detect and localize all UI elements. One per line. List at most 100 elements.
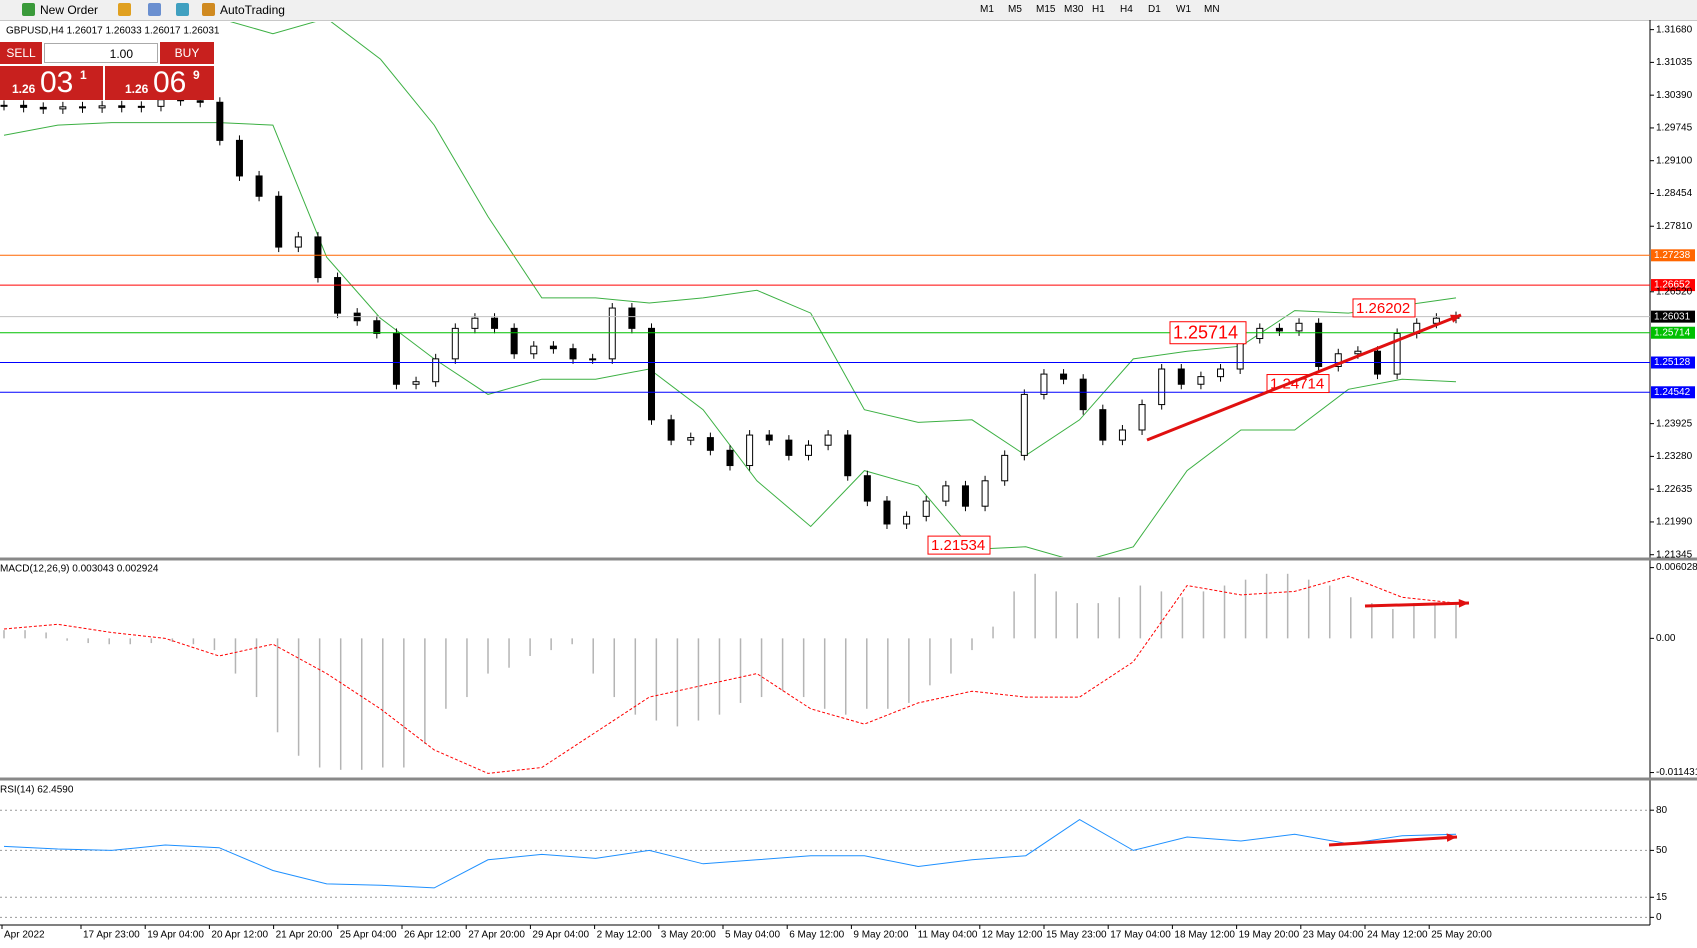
macd-bar: [1434, 603, 1436, 639]
macd-bar: [1328, 585, 1331, 639]
macd-bar: [108, 638, 110, 645]
icon: [22, 3, 35, 16]
annotation: 1.26202: [1356, 300, 1410, 317]
annotation-box: [1169, 321, 1247, 345]
macd-bar: [992, 626, 994, 639]
candle: [1020, 393, 1028, 456]
macd-bar: [1055, 591, 1057, 639]
candle: [1158, 368, 1166, 406]
new-order-button[interactable]: New Order: [40, 3, 99, 17]
candle: [1060, 373, 1068, 380]
candle: [1197, 376, 1205, 385]
candle: [392, 332, 400, 385]
candle: [903, 515, 911, 525]
x-tick-label: 17 Apr 23:00: [83, 930, 140, 941]
candle: [216, 101, 224, 141]
x-tick-label: 5 May 04:00: [725, 930, 780, 941]
candle: [491, 317, 499, 329]
y-tick-label: 1.29745: [1656, 123, 1693, 134]
macd-bar: [1286, 573, 1289, 639]
trend-arrow: [1328, 835, 1458, 847]
macd-bar: [339, 638, 342, 770]
candle: [412, 381, 420, 385]
candle: [118, 105, 126, 108]
arrow-head: [1458, 599, 1469, 608]
macd-bar: [697, 638, 700, 721]
y-tick-label: 1.31035: [1656, 57, 1693, 68]
macd-bar: [1223, 585, 1226, 639]
arrow-head: [1446, 833, 1457, 842]
x-tick-label: 12 May 12:00: [982, 930, 1043, 941]
macd-bar: [171, 638, 174, 642]
macd-bar: [802, 638, 805, 698]
buy-button[interactable]: BUY: [160, 42, 214, 64]
bid-prefix: 1.26: [12, 82, 36, 96]
x-tick-label: 23 May 04:00: [1303, 930, 1364, 941]
candle: [824, 434, 832, 446]
timeframe-button[interactable]: MN: [1204, 4, 1220, 15]
macd-bar: [1350, 597, 1352, 639]
timeframe-button[interactable]: M15: [1036, 4, 1056, 15]
macd-bar: [318, 638, 321, 768]
timeframe-button[interactable]: M30: [1064, 4, 1084, 15]
x-tick-label: 15 May 23:00: [1046, 930, 1107, 941]
price-level-tag: [1651, 326, 1695, 339]
macd-bar: [613, 638, 616, 698]
candle: [981, 480, 989, 507]
candle: [1334, 353, 1342, 367]
timeframe-button[interactable]: M1: [980, 4, 994, 15]
timeframe-button[interactable]: W1: [1176, 4, 1191, 15]
x-tick-label: 21 Apr 20:00: [276, 930, 333, 941]
y-tick-label: 1.22635: [1656, 484, 1693, 495]
candle: [1099, 409, 1107, 441]
macd-bar: [1371, 603, 1373, 639]
candle: [765, 434, 773, 441]
macd-bar: [360, 638, 363, 770]
timeframe-button[interactable]: D1: [1148, 4, 1161, 15]
candle: [883, 500, 891, 525]
x-tick-label: 26 Apr 12:00: [404, 930, 461, 941]
macd-bar: [1160, 591, 1163, 639]
macd-bar: [1202, 591, 1205, 639]
macd-bar: [508, 638, 510, 668]
lot-input[interactable]: 1.00: [44, 43, 158, 63]
x-tick-label: 17 May 04:00: [1110, 930, 1171, 941]
x-tick-label: 19 Apr 04:00: [147, 930, 204, 941]
macd-bar: [255, 638, 258, 698]
y-tick-label: 0.006028: [1656, 562, 1697, 573]
macd-bar: [3, 630, 5, 639]
price-level-label: 1.25128: [1654, 357, 1691, 368]
x-tick-label: 19 May 20:00: [1239, 930, 1300, 941]
y-tick-label: 1.29100: [1656, 155, 1693, 166]
candle: [235, 139, 243, 177]
y-tick-label: 50: [1656, 845, 1668, 856]
autotrading-button[interactable]: AutoTrading: [220, 3, 285, 17]
y-tick-label: 1.23280: [1656, 451, 1693, 462]
candle: [628, 307, 636, 329]
candle: [196, 100, 204, 103]
bid-price[interactable]: 1.26 03 1: [0, 66, 103, 100]
macd-bar: [129, 638, 132, 645]
macd-bar: [571, 638, 573, 645]
candle: [1118, 429, 1126, 441]
annotation-box: [927, 535, 991, 555]
trend-arrow: [1146, 313, 1462, 442]
trade-panel: SELL 1.00 BUY 1.26 03 1 1.26 06 9: [0, 42, 214, 100]
candle: [706, 437, 714, 451]
ask-price[interactable]: 1.26 06 9: [105, 66, 214, 100]
x-tick-label: 6 May 12:00: [789, 930, 844, 941]
x-tick-label: Apr 2022: [4, 930, 45, 941]
timeframe-button[interactable]: H4: [1120, 4, 1133, 15]
sell-button[interactable]: SELL: [0, 42, 42, 64]
y-tick-label: 0: [1656, 912, 1662, 923]
candle: [1138, 404, 1146, 431]
timeframe-button[interactable]: H1: [1092, 4, 1105, 15]
timeframe-button[interactable]: M5: [1008, 4, 1022, 15]
candle: [1275, 327, 1283, 332]
bollinger-upper: [229, 22, 1457, 456]
candle: [137, 105, 145, 108]
rsi-line: [3, 819, 1457, 889]
annotation-box: [1352, 298, 1416, 318]
